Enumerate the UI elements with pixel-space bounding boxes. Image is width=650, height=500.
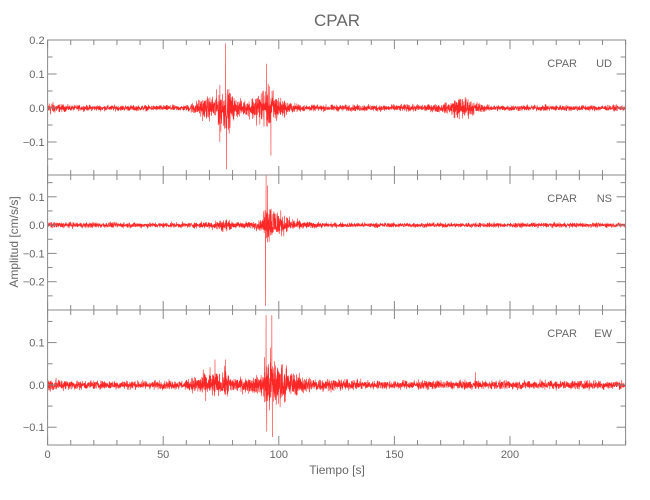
y-tick-label: −0.1 [23, 248, 45, 260]
y-tick-label: 0.1 [29, 338, 44, 350]
y-tick-label: −0.2 [23, 277, 45, 289]
y-tick-label: −0.1 [23, 422, 45, 434]
station-label: CPAR [547, 328, 577, 340]
y-axis-label: Amplitud [cm/s/s] [7, 196, 21, 287]
y-tick-label: 0.2 [29, 35, 44, 47]
station-label: CPAR [547, 193, 577, 205]
chart-title: CPAR [314, 11, 360, 30]
panel-frame [47, 174, 627, 311]
panel-ew: 0.1 0.0 −0.1 CPAR EW [23, 309, 627, 446]
y-tick-label: 0.1 [29, 192, 44, 204]
panel-frame [47, 309, 627, 446]
y-tick-label: 0.1 [29, 69, 44, 81]
x-tick-label: 200 [501, 449, 519, 461]
y-tick-label: −0.1 [23, 137, 45, 149]
y-tick-label: 0.0 [29, 380, 44, 392]
trace-ew [47, 315, 626, 437]
x-axis-label: Tiempo [s] [309, 463, 365, 477]
panel-ud: 0.2 0.1 0.0 −0.1 CPAR UD [23, 35, 627, 176]
component-label: NS [597, 193, 612, 205]
x-tick-label: 50 [157, 449, 169, 461]
panel-ns: 0.1 0.0 −0.1 −0.2 CPAR NS [23, 174, 627, 311]
trace-ud [47, 43, 626, 170]
x-tick-label: 100 [270, 449, 288, 461]
x-tick-label: 150 [385, 449, 403, 461]
trace-ns [47, 175, 626, 306]
x-tick-label: 0 [45, 449, 51, 461]
y-tick-label: 0.0 [29, 220, 44, 232]
component-label: UD [596, 58, 612, 70]
station-label: CPAR [547, 58, 577, 70]
component-label: EW [594, 328, 612, 340]
y-tick-label: 0.0 [29, 103, 44, 115]
